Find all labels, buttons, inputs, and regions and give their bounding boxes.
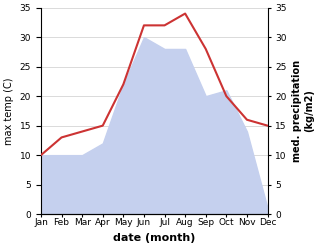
Y-axis label: med. precipitation
(kg/m2): med. precipitation (kg/m2) (292, 60, 314, 162)
Y-axis label: max temp (C): max temp (C) (4, 77, 14, 145)
X-axis label: date (month): date (month) (113, 233, 196, 243)
